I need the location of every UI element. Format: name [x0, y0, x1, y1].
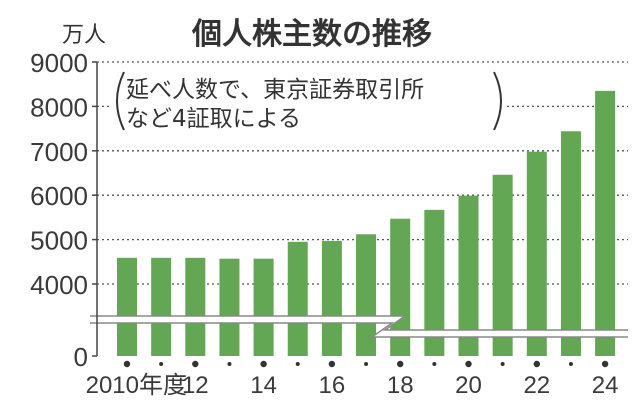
right-paren	[493, 71, 502, 131]
y-tick-label: 4000	[30, 270, 88, 300]
y-tick-label: 0	[74, 342, 88, 372]
x-tick-label: 14	[250, 372, 277, 399]
bar-2014	[253, 258, 274, 356]
bar-2017	[356, 234, 377, 356]
y-tick-label: 9000	[30, 48, 88, 78]
bar-2015	[287, 241, 308, 356]
y-ticks: 9000 8000 7000 6000 5000 4000 0	[30, 48, 97, 372]
axis-break	[90, 315, 628, 338]
bar-2021	[492, 174, 513, 356]
y-tick-label: 8000	[30, 92, 88, 122]
y-tick-label: 7000	[30, 137, 88, 167]
left-paren	[116, 71, 125, 131]
break-line-top	[90, 315, 628, 331]
x-tick-dot	[328, 360, 336, 368]
x-tick-dot	[364, 362, 369, 366]
x-tick-dot	[500, 362, 505, 366]
note-line-2: など4証取による	[126, 106, 301, 132]
x-tick-dot	[159, 362, 164, 366]
x-tick-dot	[295, 362, 300, 366]
x-tick-label: 22	[523, 372, 550, 399]
y-tick-label: 5000	[30, 226, 88, 256]
chart-title: 個人株主数の推移	[191, 17, 432, 52]
bar-2013	[219, 258, 240, 356]
unit-label: 万人	[62, 23, 106, 48]
x-tick-label: 20	[455, 372, 482, 399]
x-tick-label: 12	[182, 372, 209, 399]
x-tick-dot	[192, 360, 199, 368]
note-line-1: 延べ人数で、東京証券取引所	[126, 77, 424, 103]
x-tick-dot	[465, 360, 472, 368]
bar-2022	[526, 151, 547, 356]
x-tick-dot	[432, 362, 437, 366]
bar-2023	[560, 131, 581, 356]
x-tick-dot	[123, 360, 131, 368]
note-box: 延べ人数で、東京証券取引所 など4証取による	[112, 68, 504, 134]
x-tick-label: 2010年度	[86, 372, 187, 399]
x-tick-dot	[568, 362, 573, 366]
x-tick-label: 18	[387, 372, 414, 399]
x-tick-dot	[397, 360, 404, 368]
x-tick-dot	[533, 360, 540, 368]
bar-2010	[117, 257, 137, 356]
x-tick-label: 16	[319, 372, 346, 399]
x-tick-dot	[601, 360, 609, 368]
bar-2024	[595, 90, 616, 357]
bar-2019	[424, 209, 445, 356]
bar-2011	[151, 257, 172, 356]
bar-2020	[458, 195, 479, 356]
x-tick-dot	[260, 360, 267, 368]
bar-2016	[321, 240, 342, 356]
y-tick-label: 6000	[30, 181, 88, 211]
x-tick-dot	[227, 362, 232, 366]
bars	[117, 90, 616, 357]
x-tick-label: 24	[592, 372, 619, 399]
bar-2012	[185, 257, 206, 356]
break-line-bottom	[90, 322, 628, 338]
